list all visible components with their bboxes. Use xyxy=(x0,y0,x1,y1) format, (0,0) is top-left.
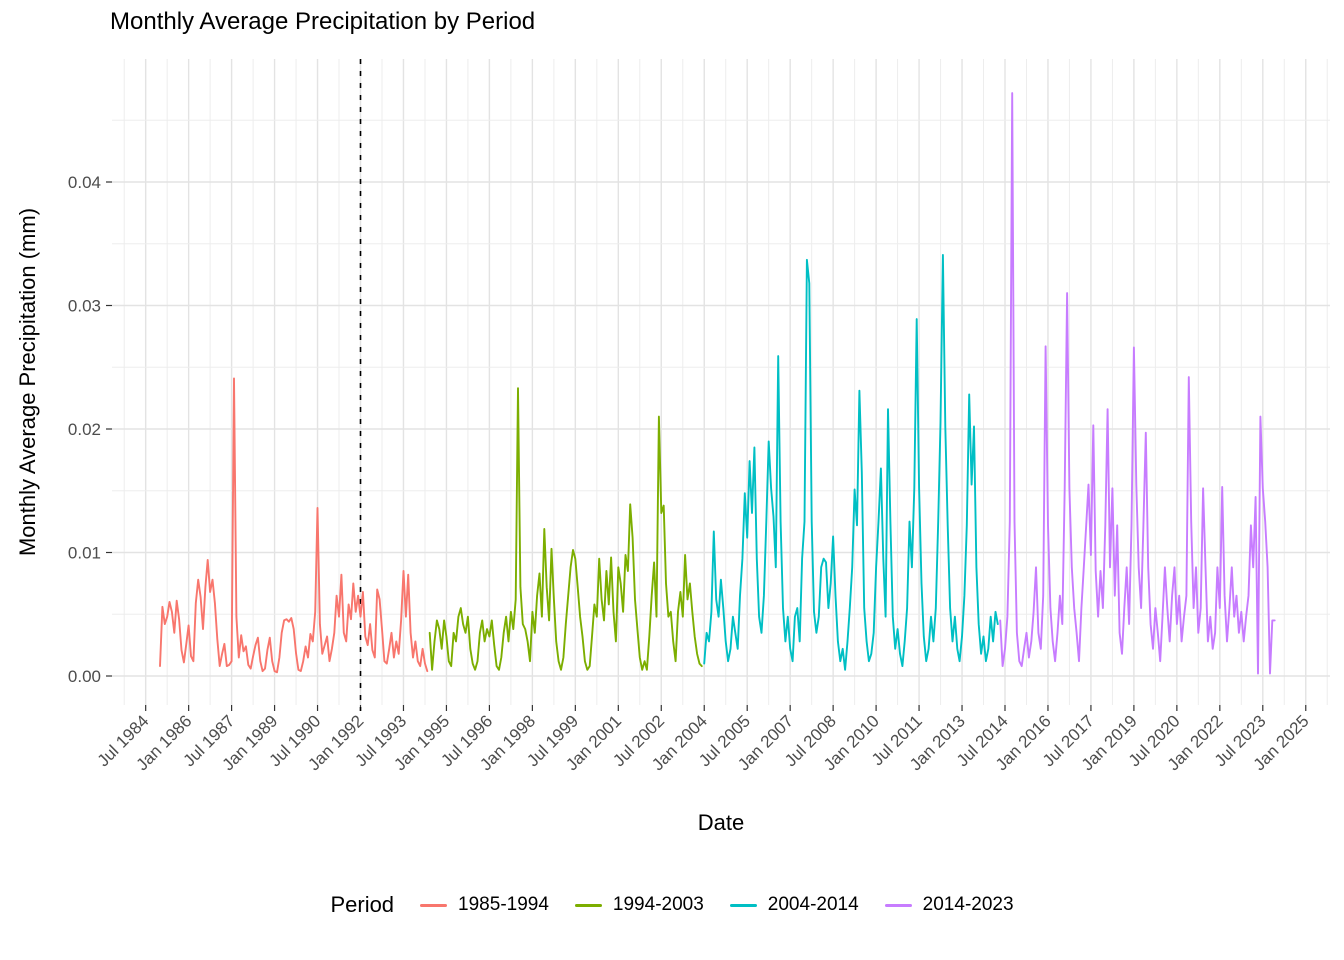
legend-label: 1994-2003 xyxy=(612,894,704,915)
legend-title: Period xyxy=(330,892,395,917)
legend-key-line-2014-2023 xyxy=(884,903,912,907)
y-tick-label: 0.00 xyxy=(68,667,101,686)
y-tick-label: 0.02 xyxy=(68,420,101,439)
legend-key-line-2004-2014 xyxy=(729,903,757,907)
x-axis-title: Date xyxy=(697,810,745,835)
legend-entry-1985-1994: 1985-1994 xyxy=(420,894,549,916)
y-tick-label: 0.04 xyxy=(68,173,101,192)
y-tick-label: 0.01 xyxy=(68,544,101,563)
legend-key-line-1994-2003 xyxy=(574,903,602,907)
y-tick-label: 0.03 xyxy=(68,297,101,316)
legend-entry-1994-2003: 1994-2003 xyxy=(574,894,704,916)
legend-label: 2014-2023 xyxy=(922,894,1014,915)
series-line-1985-1994 xyxy=(159,377,429,674)
chart-title: Monthly Average Precipitation by Period xyxy=(110,8,536,35)
legend: Period 1985-1994 1994-2003 2004-2014 201… xyxy=(0,892,1344,918)
y-axis-title: Monthly Average Precipitation (mm) xyxy=(15,207,40,557)
legend-entry-2004-2014: 2004-2014 xyxy=(729,894,859,916)
series-line-2004-2014 xyxy=(703,253,999,671)
legend-entry-2014-2023: 2014-2023 xyxy=(884,894,1014,916)
legend-label: 1985-1994 xyxy=(458,894,549,915)
legend-label: 2004-2014 xyxy=(767,894,859,915)
series-line-2014-2023 xyxy=(999,92,1276,675)
series-line-1994-2003 xyxy=(428,387,703,671)
legend-key-line-1985-1994 xyxy=(420,903,448,907)
